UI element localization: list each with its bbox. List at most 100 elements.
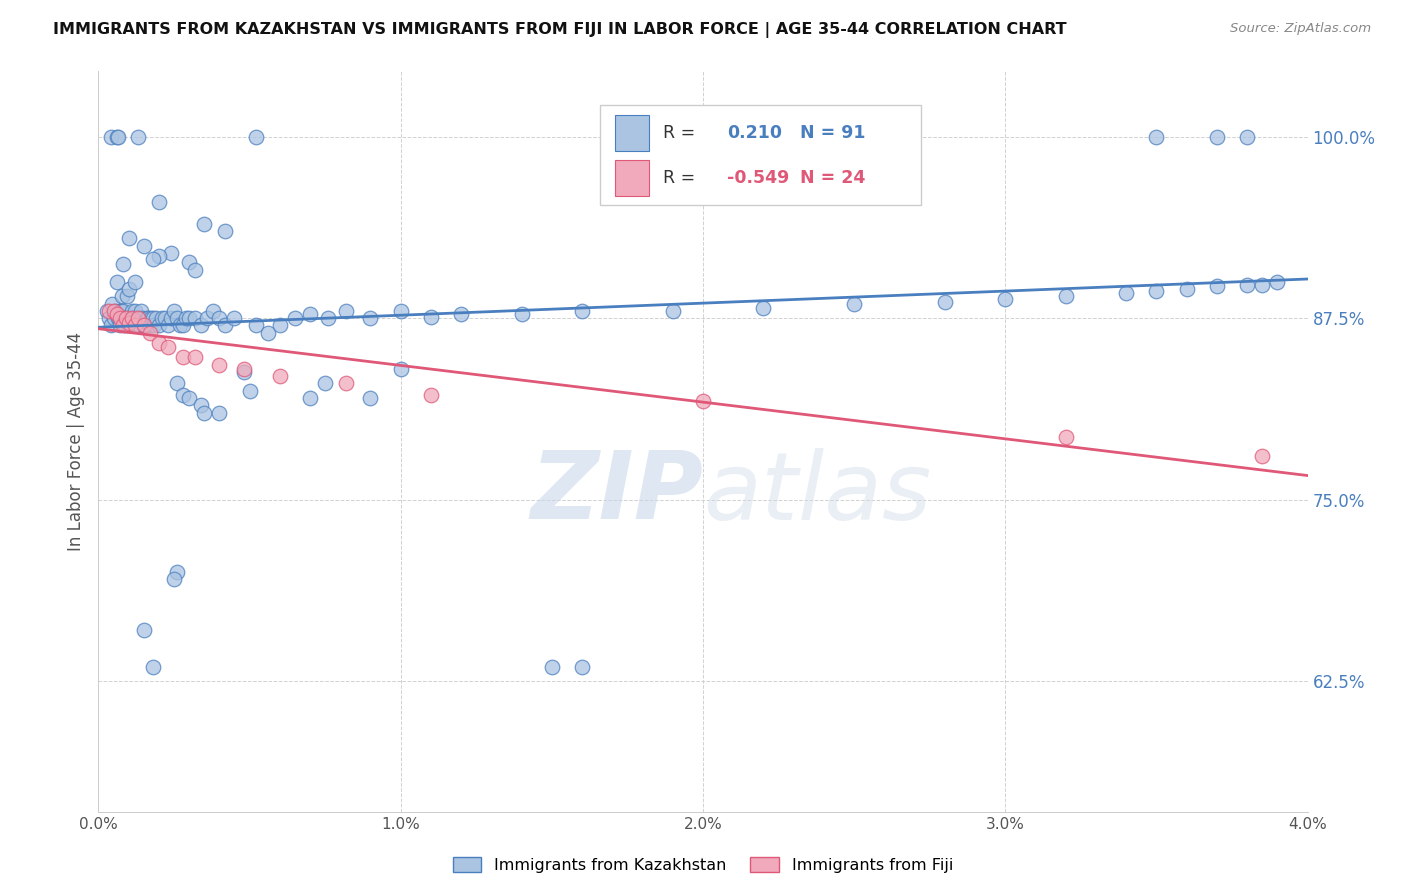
Point <box>100 129 122 144</box>
Point <box>148 318 170 333</box>
Point <box>132 238 155 252</box>
Point <box>1115 286 1137 301</box>
Point <box>111 289 134 303</box>
Point <box>120 311 142 326</box>
Point <box>245 318 267 333</box>
Point <box>117 318 139 333</box>
Point <box>314 376 336 391</box>
Point <box>132 624 155 638</box>
Point <box>127 129 149 144</box>
Point <box>136 311 159 326</box>
Point <box>114 311 136 326</box>
Point <box>184 311 207 326</box>
Point <box>169 318 191 333</box>
Point <box>145 311 167 326</box>
Point <box>752 301 775 315</box>
Point <box>232 365 254 379</box>
Point <box>540 659 562 673</box>
Point <box>224 311 246 326</box>
Point <box>360 311 382 326</box>
Point <box>163 573 186 587</box>
Point <box>692 393 714 408</box>
Point <box>114 311 136 326</box>
Point <box>214 224 236 238</box>
Point <box>112 304 135 318</box>
Point <box>121 311 143 326</box>
Text: -0.549: -0.549 <box>727 169 789 187</box>
Point <box>166 311 188 326</box>
Point <box>193 217 215 231</box>
Point <box>132 318 155 333</box>
Point <box>195 311 218 326</box>
Point <box>844 296 866 310</box>
Point <box>105 129 128 144</box>
Legend: Immigrants from Kazakhstan, Immigrants from Fiji: Immigrants from Kazakhstan, Immigrants f… <box>446 851 960 880</box>
Point <box>127 311 149 326</box>
FancyBboxPatch shape <box>614 115 648 151</box>
Point <box>142 659 165 673</box>
Point <box>112 311 135 326</box>
Point <box>108 311 131 326</box>
Point <box>120 318 142 333</box>
Point <box>101 296 124 310</box>
Point <box>125 311 148 326</box>
Point <box>172 318 194 333</box>
Point <box>239 384 262 398</box>
Point <box>107 311 129 326</box>
Point <box>148 249 170 263</box>
Point <box>124 275 146 289</box>
Point <box>232 362 254 376</box>
Point <box>108 318 131 333</box>
Point <box>160 311 183 326</box>
Point <box>111 311 134 326</box>
Point <box>118 231 141 245</box>
Point <box>1054 430 1077 444</box>
Point <box>389 362 412 376</box>
FancyBboxPatch shape <box>600 104 921 204</box>
Point <box>104 304 127 318</box>
Point <box>118 316 141 330</box>
Point <box>110 304 132 318</box>
Point <box>121 304 143 318</box>
Point <box>1251 449 1274 463</box>
Point <box>111 318 134 333</box>
Point <box>105 275 128 289</box>
Point <box>135 311 157 326</box>
Point <box>115 289 138 303</box>
Point <box>184 351 207 365</box>
Point <box>166 565 188 579</box>
Point <box>1146 129 1168 144</box>
Point <box>208 311 231 326</box>
Text: Source: ZipAtlas.com: Source: ZipAtlas.com <box>1230 22 1371 36</box>
Text: N = 24: N = 24 <box>800 169 865 187</box>
Point <box>172 351 194 365</box>
Point <box>129 304 152 318</box>
Point <box>115 311 138 326</box>
Point <box>335 304 357 318</box>
Point <box>179 311 201 326</box>
Point <box>163 304 186 318</box>
Point <box>214 318 236 333</box>
Point <box>934 295 956 310</box>
Point <box>124 304 146 318</box>
Point <box>148 194 170 209</box>
Point <box>98 311 121 326</box>
Point <box>156 318 179 333</box>
FancyBboxPatch shape <box>614 161 648 195</box>
Point <box>141 311 163 326</box>
Point <box>118 282 141 296</box>
Point <box>510 307 533 321</box>
Point <box>1054 289 1077 303</box>
Text: IMMIGRANTS FROM KAZAKHSTAN VS IMMIGRANTS FROM FIJI IN LABOR FORCE | AGE 35-44 CO: IMMIGRANTS FROM KAZAKHSTAN VS IMMIGRANTS… <box>53 22 1067 38</box>
Point <box>299 307 322 321</box>
Point <box>150 311 173 326</box>
Point <box>122 311 145 326</box>
Point <box>139 326 162 340</box>
Point <box>132 318 155 333</box>
Point <box>360 391 382 405</box>
Point <box>107 129 129 144</box>
Point <box>121 311 143 326</box>
Point <box>661 304 683 318</box>
Point <box>389 304 412 318</box>
Point <box>127 318 149 333</box>
